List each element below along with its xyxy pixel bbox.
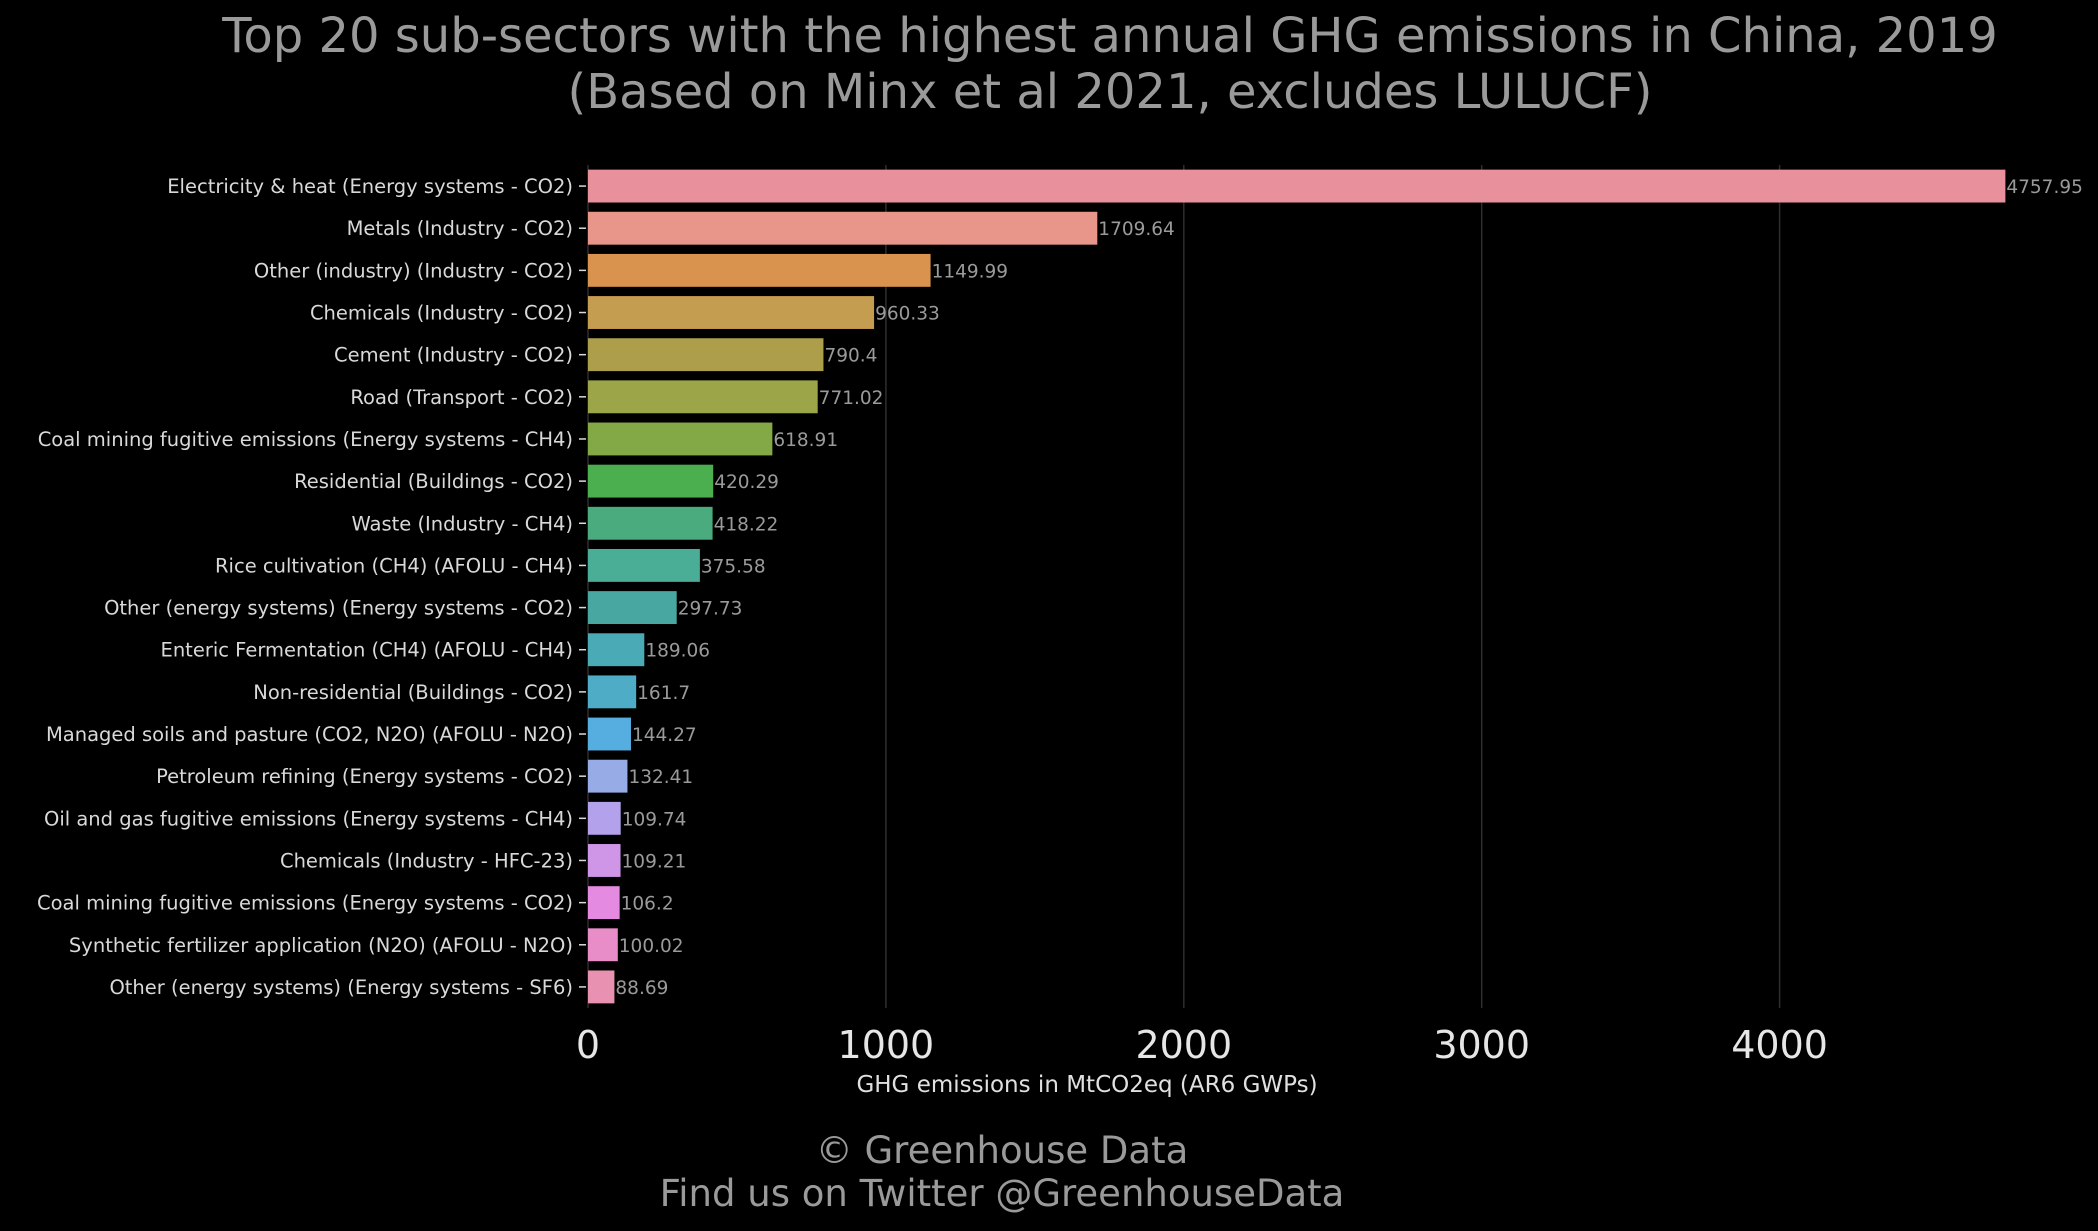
bar xyxy=(588,928,618,962)
value-label: 100.02 xyxy=(619,936,684,957)
value-label: 375.58 xyxy=(701,556,766,577)
bar xyxy=(588,970,615,1004)
value-label: 960.33 xyxy=(875,304,940,325)
value-label: 106.2 xyxy=(621,894,674,915)
value-label: 420.29 xyxy=(714,472,779,493)
category-label: Other (industry) (Industry - CO2) xyxy=(254,259,573,282)
bar xyxy=(588,633,645,667)
chart-title-line-2: (Based on Minx et al 2021, excludes LULU… xyxy=(568,64,1653,120)
category-label: Metals (Industry - CO2) xyxy=(347,217,573,240)
category-label: Oil and gas fugitive emissions (Energy s… xyxy=(44,807,573,830)
bar xyxy=(588,759,628,793)
bar xyxy=(588,548,700,582)
x-tick-label: 1000 xyxy=(838,1023,935,1067)
bar xyxy=(588,464,714,498)
x-tick-label: 3000 xyxy=(1433,1023,1530,1067)
category-label: Managed soils and pasture (CO2, N2O) (AF… xyxy=(46,723,573,746)
bar xyxy=(588,844,621,877)
x-tick-label: 2000 xyxy=(1135,1023,1232,1067)
category-label: Chemicals (Industry - CO2) xyxy=(310,302,573,325)
category-label: Other (energy systems) (Energy systems -… xyxy=(104,597,573,620)
category-label: Non-residential (Buildings - CO2) xyxy=(253,681,573,704)
value-labels: 4757.95 1709.64 1149.99 960.33 790.4 771.02 61… xyxy=(615,177,2082,999)
category-label: Electricity & heat (Energy systems - CO2… xyxy=(167,175,573,198)
bar xyxy=(588,422,773,456)
bar xyxy=(588,296,875,329)
value-label: 418.22 xyxy=(714,514,779,535)
x-tick-label: 0 xyxy=(576,1023,600,1067)
value-label: 771.02 xyxy=(819,388,884,409)
value-label: 297.73 xyxy=(678,599,743,620)
category-label: Road (Transport - CO2) xyxy=(350,386,573,409)
category-label: Other (energy systems) (Energy systems -… xyxy=(109,976,573,999)
twitter-credit-text: Find us on Twitter @GreenhouseData xyxy=(660,1172,1345,1215)
value-label: 189.06 xyxy=(645,641,710,662)
bar xyxy=(588,591,677,625)
x-axis-ticks: 0 1000 2000 3000 4000 xyxy=(576,1023,1828,1067)
x-tick-label: 4000 xyxy=(1731,1023,1828,1067)
value-label: 618.91 xyxy=(773,430,838,451)
bar xyxy=(588,717,631,751)
value-label: 1709.64 xyxy=(1098,219,1175,240)
bars xyxy=(588,169,2006,1004)
bar xyxy=(588,801,621,835)
bar xyxy=(588,338,824,372)
value-label: 88.69 xyxy=(615,978,668,999)
category-labels: Electricity & heat (Energy systems - CO2… xyxy=(37,175,586,999)
bar xyxy=(588,886,620,920)
category-label: Coal mining fugitive emissions (Energy s… xyxy=(38,428,573,451)
bar xyxy=(588,169,2006,203)
category-label: Coal mining fugitive emissions (Energy s… xyxy=(37,892,573,915)
bar xyxy=(588,506,713,540)
chart-title-line-1: Top 20 sub-sectors with the highest annu… xyxy=(221,8,1998,64)
value-label: 1149.99 xyxy=(932,261,1009,282)
bar xyxy=(588,211,1098,245)
value-label: 144.27 xyxy=(632,725,697,746)
value-label: 790.4 xyxy=(824,346,877,367)
value-label: 161.7 xyxy=(637,683,690,704)
copyright-text: © Greenhouse Data xyxy=(816,1129,1189,1172)
bar xyxy=(588,675,637,709)
value-label: 4757.95 xyxy=(2006,177,2083,198)
bar xyxy=(588,253,931,287)
category-label: Waste (Industry - CH4) xyxy=(351,512,573,535)
bar xyxy=(588,380,818,414)
category-label: Residential (Buildings - CO2) xyxy=(294,470,573,493)
category-label: Synthetic fertilizer application (N2O) (… xyxy=(69,934,573,957)
gridlines xyxy=(587,165,1781,1008)
value-label: 109.21 xyxy=(622,851,687,872)
x-axis-title: GHG emissions in MtCO2eq (AR6 GWPs) xyxy=(856,1072,1317,1098)
value-label: 109.74 xyxy=(622,809,687,830)
category-label: Petroleum refining (Energy systems - CO2… xyxy=(156,765,573,788)
value-label: 132.41 xyxy=(628,767,693,788)
category-label: Enteric Fermentation (CH4) (AFOLU - CH4) xyxy=(161,639,574,662)
category-label: Rice cultivation (CH4) (AFOLU - CH4) xyxy=(215,554,573,577)
category-label: Chemicals (Industry - HFC-23) xyxy=(280,849,573,872)
category-label: Cement (Industry - CO2) xyxy=(334,344,573,367)
